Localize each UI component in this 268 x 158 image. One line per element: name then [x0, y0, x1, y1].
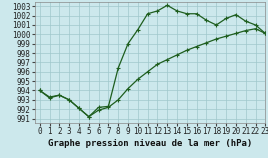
- X-axis label: Graphe pression niveau de la mer (hPa): Graphe pression niveau de la mer (hPa): [48, 139, 252, 148]
